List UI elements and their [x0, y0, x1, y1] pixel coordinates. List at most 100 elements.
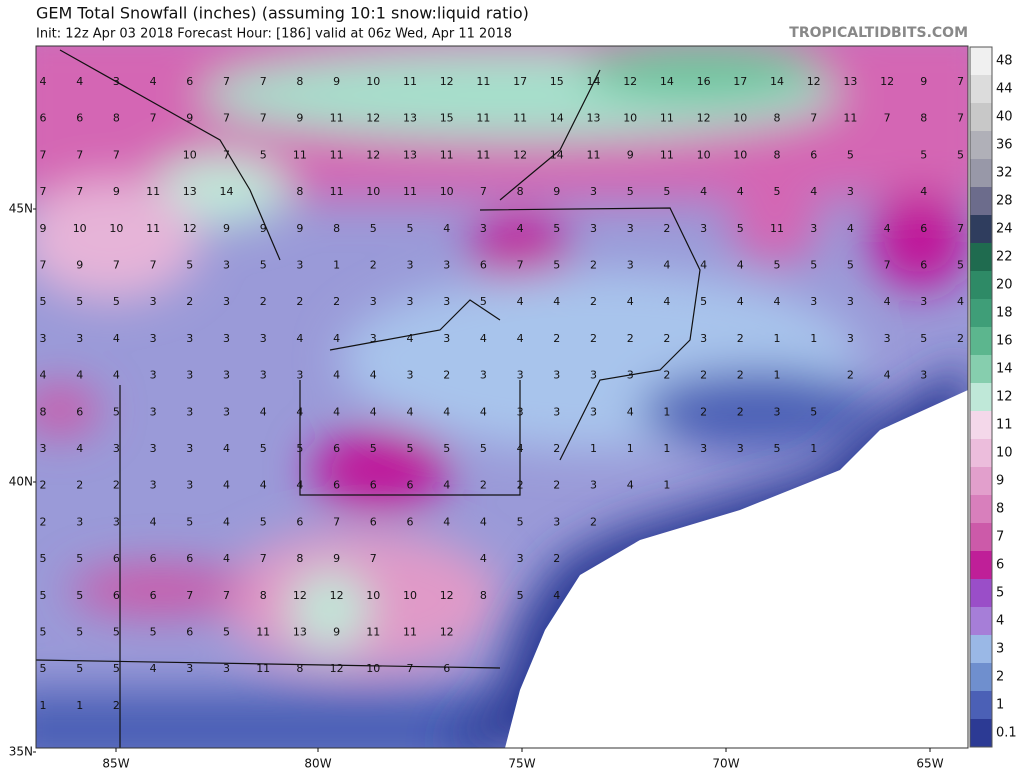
- snow-value: 7: [223, 112, 230, 125]
- snow-value: 7: [76, 185, 83, 198]
- snow-value: 4: [774, 295, 781, 308]
- snow-value: 7: [957, 112, 964, 125]
- snow-value: 4: [627, 479, 634, 492]
- snow-value: 5: [407, 222, 414, 235]
- snow-value: 4: [223, 552, 230, 565]
- snow-value: 1: [774, 332, 781, 345]
- snow-value: 8: [113, 112, 120, 125]
- snow-value: 5: [957, 259, 964, 272]
- snow-value: 2: [663, 222, 670, 235]
- snow-value: 8: [774, 112, 781, 125]
- snow-value: 3: [407, 295, 414, 308]
- snow-value: 1: [663, 442, 670, 455]
- snow-value: 14: [550, 148, 564, 161]
- snow-value: 2: [553, 332, 560, 345]
- snow-value: 3: [480, 222, 487, 235]
- snow-value: 4: [443, 405, 450, 418]
- snow-value: 3: [150, 479, 157, 492]
- snow-value: 6: [40, 112, 47, 125]
- snow-value: 10: [366, 662, 380, 675]
- snow-value: 7: [517, 259, 524, 272]
- snow-value: 2: [480, 479, 487, 492]
- snow-value: 2: [590, 515, 597, 528]
- snow-value: 12: [366, 148, 380, 161]
- snow-value: 8: [40, 405, 47, 418]
- snow-value: 5: [553, 259, 560, 272]
- snow-value: 3: [920, 295, 927, 308]
- snow-value: 3: [150, 405, 157, 418]
- snow-value: 2: [296, 295, 303, 308]
- colorbar-swatch: [970, 467, 992, 496]
- snow-value: 1: [40, 699, 47, 712]
- snow-value: 9: [223, 222, 230, 235]
- snow-value: 11: [476, 112, 490, 125]
- snow-value: 6: [76, 112, 83, 125]
- snow-value: 4: [223, 442, 230, 455]
- snow-value: 11: [403, 185, 417, 198]
- snow-value: 3: [700, 222, 707, 235]
- snow-value: 10: [73, 222, 87, 235]
- snow-value: 5: [76, 626, 83, 639]
- lat-label: 35N: [9, 745, 33, 759]
- snow-value: 7: [150, 259, 157, 272]
- snow-value: 5: [480, 442, 487, 455]
- snow-value: 2: [113, 479, 120, 492]
- snow-value: 2: [700, 405, 707, 418]
- snow-value: 4: [517, 332, 524, 345]
- snow-value: 4: [223, 515, 230, 528]
- snow-value: 2: [590, 295, 597, 308]
- colorbar-label: 5: [996, 586, 1004, 601]
- snow-value: 10: [623, 112, 637, 125]
- snow-value: 5: [186, 515, 193, 528]
- snow-value: 3: [186, 442, 193, 455]
- snow-value: 4: [443, 479, 450, 492]
- snow-value: 4: [76, 75, 83, 88]
- snow-value: 5: [553, 222, 560, 235]
- snow-value: 4: [480, 405, 487, 418]
- snow-value: 11: [440, 148, 454, 161]
- snow-value: 5: [223, 626, 230, 639]
- snow-value: 2: [186, 295, 193, 308]
- snow-value: 3: [76, 332, 83, 345]
- snow-value: 11: [476, 148, 490, 161]
- snow-value: 11: [403, 75, 417, 88]
- snow-value: 9: [333, 75, 340, 88]
- snow-value: 10: [366, 75, 380, 88]
- snow-value: 2: [553, 552, 560, 565]
- snow-value: 4: [296, 332, 303, 345]
- snow-value: 3: [590, 369, 597, 382]
- snow-value: 11: [660, 112, 674, 125]
- snow-value: 3: [113, 515, 120, 528]
- snow-value: 4: [296, 405, 303, 418]
- snow-value: 11: [660, 148, 674, 161]
- snow-value: 5: [40, 589, 47, 602]
- snow-value: 7: [150, 112, 157, 125]
- snow-value: 4: [443, 222, 450, 235]
- snow-value: 4: [884, 222, 891, 235]
- snow-value: 11: [293, 148, 307, 161]
- snow-value: 7: [333, 515, 340, 528]
- snow-value: 4: [663, 295, 670, 308]
- snow-value: 7: [810, 112, 817, 125]
- snow-value: 3: [150, 332, 157, 345]
- snow-value: 3: [113, 75, 120, 88]
- colorbar-label: 22: [996, 250, 1013, 265]
- snow-value: 7: [223, 75, 230, 88]
- colorbar-swatch: [970, 551, 992, 580]
- snow-value: 12: [623, 75, 637, 88]
- snow-value: 10: [109, 222, 123, 235]
- colorbar-label: 8: [996, 502, 1004, 517]
- snow-value: 17: [513, 75, 527, 88]
- snow-value: 7: [76, 148, 83, 161]
- snow-value: 3: [443, 295, 450, 308]
- snow-value: 3: [884, 332, 891, 345]
- snow-value: 5: [810, 405, 817, 418]
- snow-value: 4: [847, 222, 854, 235]
- snow-value: 12: [330, 589, 344, 602]
- colorbar-label: 11: [996, 418, 1013, 433]
- snow-value: 7: [370, 552, 377, 565]
- snow-value: 5: [40, 552, 47, 565]
- snow-value: 4: [150, 75, 157, 88]
- snow-value: 3: [443, 259, 450, 272]
- snow-value: 5: [260, 259, 267, 272]
